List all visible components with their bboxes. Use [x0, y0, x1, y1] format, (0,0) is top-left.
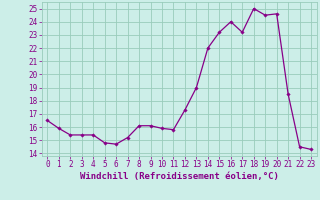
X-axis label: Windchill (Refroidissement éolien,°C): Windchill (Refroidissement éolien,°C): [80, 172, 279, 181]
